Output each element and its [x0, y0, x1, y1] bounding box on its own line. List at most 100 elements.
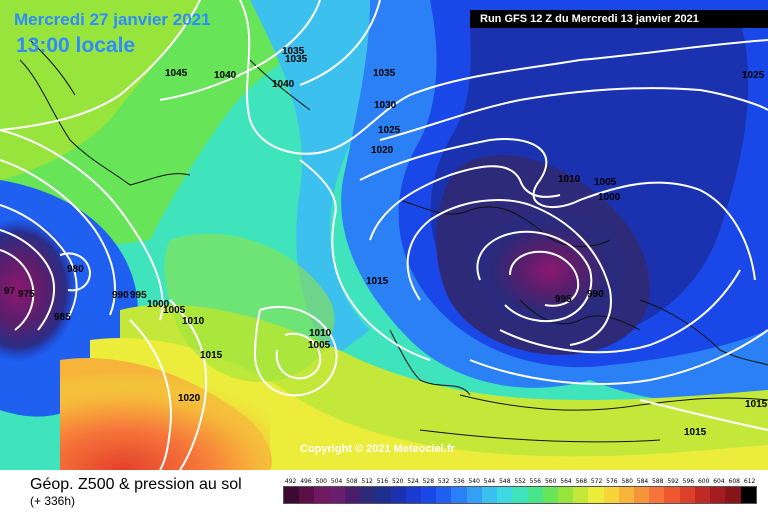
isobar-label: 1015	[200, 350, 223, 361]
scale-value-label: 608	[728, 478, 740, 485]
scale-value-label: 536	[453, 478, 465, 485]
isobar-label: 1035	[373, 68, 396, 79]
field-lime-mid	[164, 233, 335, 382]
scale-value-label: 512	[361, 478, 373, 485]
isobar-label: 1015	[366, 276, 389, 287]
scale-color-cell	[527, 487, 543, 503]
isobar-label: 1000	[147, 299, 170, 310]
scale-value-label: 600	[697, 478, 710, 485]
scale-value-label: 596	[682, 478, 695, 485]
coastlines	[19, 39, 768, 443]
scale-color-cell	[329, 487, 345, 503]
scale-color-cell	[314, 487, 330, 503]
scale-value-label: 592	[667, 478, 679, 485]
scale-color-cell	[573, 487, 589, 503]
scale-value-label: 568	[575, 478, 588, 485]
scale-color-cell	[420, 487, 437, 503]
color-scale-bar	[283, 486, 757, 504]
isobar-label: 1005	[594, 177, 617, 188]
scale-value-label: 560	[544, 478, 557, 485]
isobar-label: 1010	[309, 328, 332, 339]
isobar-label: 97	[4, 286, 16, 297]
isobar-label: 1025	[378, 125, 401, 136]
scale-color-cell	[603, 487, 619, 503]
scale-color-cell	[466, 487, 482, 503]
isobar-label: 990	[112, 290, 129, 301]
isobar-label: 980	[67, 264, 84, 275]
isobar-label: 1005	[308, 340, 331, 351]
scale-value-label: 544	[483, 478, 496, 485]
color-scale: 492 496 500 504 508 512 516 520 524 528 532 536 540 5…	[283, 478, 757, 506]
scale-color-cell	[740, 487, 756, 503]
isobar-label: 985	[54, 312, 71, 323]
isobar-label: 1015	[745, 399, 768, 410]
scale-value-label: 500	[315, 478, 327, 485]
model-run-banner: Run GFS 12 Z du Mercredi 13 janvier 2021	[470, 10, 768, 28]
scale-value-label: 604	[713, 478, 725, 485]
scale-color-cell	[497, 487, 513, 503]
scale-value-label: 588	[652, 478, 664, 485]
scale-color-cell	[360, 487, 376, 503]
scale-color-cell	[451, 487, 467, 503]
scale-color-cell	[664, 487, 680, 503]
low-pressure-east	[470, 210, 630, 330]
isobar-label: 1010	[558, 174, 581, 185]
scale-color-cell	[588, 487, 604, 503]
scale-value-label: 504	[330, 478, 343, 485]
scale-color-cell	[375, 487, 391, 503]
legend-title: Géop. Z500 & pression au sol	[30, 476, 242, 493]
scale-color-cell	[512, 487, 528, 503]
scale-value-label: 576	[606, 478, 618, 485]
scale-value-label: 580	[621, 478, 633, 485]
scale-value-label: 540	[468, 478, 480, 485]
isobar-label: 995	[130, 290, 147, 301]
scale-color-cell	[284, 487, 300, 503]
isobar-label: 1040	[272, 79, 295, 90]
isobar-label: 995	[555, 294, 572, 305]
scale-color-cell	[481, 487, 498, 503]
scale-value-label: 516	[376, 478, 389, 485]
scale-value-label: 556	[529, 478, 542, 485]
isobar-label: 1015	[684, 427, 707, 438]
scale-color-cell	[649, 487, 665, 503]
scale-color-cell	[710, 487, 726, 503]
scale-color-cell	[634, 487, 650, 503]
isobar-label: 1000	[598, 192, 621, 203]
isobar-label: 1040	[214, 70, 237, 81]
scale-color-cell	[405, 487, 421, 503]
scale-value-label: 564	[560, 478, 572, 485]
scale-value-label: 496	[300, 478, 312, 485]
scale-value-label: 508	[346, 478, 358, 485]
isobar-label: 1010	[182, 316, 205, 327]
scale-color-cell	[390, 487, 406, 503]
scale-value-label: 548	[499, 478, 511, 485]
isobar-label: 1005	[163, 305, 186, 316]
scale-color-cell	[725, 487, 741, 503]
scale-color-cell	[344, 487, 361, 503]
isobar-labels: 1045 1040 1040 1035 1035 1035 1030 1025 …	[4, 46, 768, 438]
scale-color-cell	[679, 487, 695, 503]
scale-value-label: 552	[514, 478, 526, 485]
color-scale-labels: 492 496 500 504 508 512 516 520 524 528 532 536 540 5…	[283, 478, 757, 485]
scale-value-label: 528	[422, 478, 435, 485]
isobar-label: 1020	[178, 393, 201, 404]
legend-subtitle: (+ 336h)	[30, 494, 76, 508]
isobar-label: 1035	[285, 54, 308, 65]
scale-color-cell	[557, 487, 574, 503]
scale-color-cell	[542, 487, 558, 503]
isobar-label: 1035	[282, 46, 305, 57]
isobar-label: 1030	[374, 100, 397, 111]
copyright-notice: Copyright © 2021 Meteociel.fr	[300, 443, 455, 455]
scale-value-label: 532	[437, 478, 450, 485]
scale-color-cell	[694, 487, 711, 503]
isobar-label: 975	[18, 289, 35, 300]
isobar-label: 1045	[165, 68, 188, 79]
scale-color-cell	[299, 487, 315, 503]
geopotential-map: 1045 1040 1040 1035 1035 1035 1030 1025 …	[0, 0, 768, 470]
scale-value-label: 572	[590, 478, 603, 485]
isobar-label: 990	[587, 289, 604, 300]
scale-value-label: 584	[636, 478, 649, 485]
scale-color-cell	[436, 487, 452, 503]
field-cyan-arc	[250, 0, 430, 360]
